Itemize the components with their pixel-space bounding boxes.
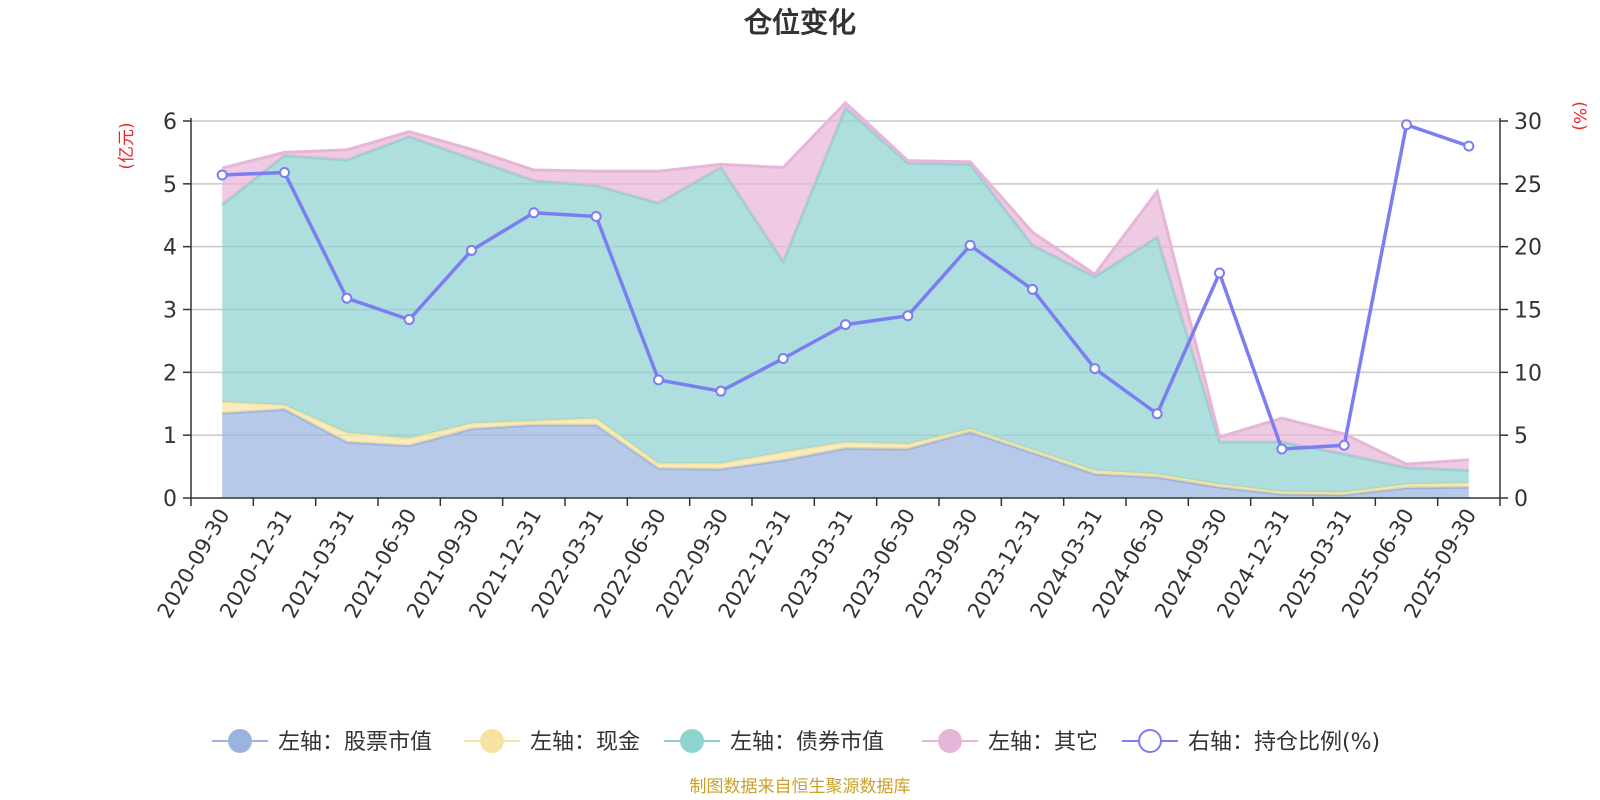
right-axis-tick-label: 15 <box>1514 299 1542 324</box>
right-axis-tick-label: 0 <box>1514 487 1528 512</box>
legend-label: 左轴：现金 <box>530 730 640 755</box>
left-axis-tick-label: 6 <box>163 110 177 135</box>
left-axis-tick-label: 2 <box>163 361 177 386</box>
legend-marker-icon <box>938 729 962 753</box>
ratio-point <box>403 314 415 326</box>
ratio-point <box>341 292 353 304</box>
left-axis-unit: (亿元) <box>117 122 137 169</box>
ratio-point <box>528 207 540 219</box>
area-左轴：现金 <box>222 401 1469 495</box>
legend-item: 左轴：债券市值 <box>664 729 884 755</box>
ratio-point <box>1151 408 1163 420</box>
ratio-point <box>1027 283 1038 295</box>
legend-label: 左轴：债券市值 <box>730 730 884 755</box>
ratio-point <box>1089 363 1101 375</box>
legend-item: 右轴：持仓比例(%) <box>1122 729 1380 755</box>
ratio-point <box>653 374 664 386</box>
left-axis-tick-label: 1 <box>163 424 177 449</box>
legend-item: 左轴：其它 <box>922 729 1098 755</box>
area-左轴：股票市值 <box>222 409 1469 498</box>
ratio-point <box>1214 267 1225 279</box>
legend-marker-icon <box>228 729 252 753</box>
area-edge-左轴：其它 <box>221 100 1469 466</box>
right-axis-unit: (%) <box>1569 101 1589 130</box>
chart-title: 仓位变化 <box>744 6 856 39</box>
ratio-point <box>279 167 290 179</box>
legend-item: 左轴：现金 <box>464 729 640 755</box>
ratio-point <box>1276 443 1288 455</box>
ratio-point <box>590 211 602 223</box>
area-左轴：债券市值 <box>222 107 1469 493</box>
legend-marker-icon <box>1138 729 1162 753</box>
ratio-point <box>216 169 228 181</box>
legend-label: 左轴：股票市值 <box>278 730 432 755</box>
ratio-point <box>1463 140 1475 152</box>
ratio-point <box>902 310 914 322</box>
left-axis-tick-label: 4 <box>163 236 177 261</box>
stacked-areas <box>221 100 1469 498</box>
ratio-point <box>777 353 789 365</box>
ratio-point <box>466 244 477 256</box>
left-axis-tick-label: 5 <box>163 173 177 198</box>
left-axis-tick-label: 0 <box>163 487 177 512</box>
legend-label: 右轴：持仓比例(%) <box>1188 730 1380 755</box>
data-source-note: 制图数据来自恒生聚源数据库 <box>690 777 911 797</box>
ratio-point <box>1401 119 1412 131</box>
ratio-point <box>715 385 727 397</box>
right-axis-tick-label: 5 <box>1514 424 1528 449</box>
legend: 左轴：股票市值 左轴：现金 左轴：债券市值 左轴：其它 右轴：持仓比例(%) <box>212 729 1380 755</box>
ratio-point <box>964 239 976 251</box>
ratio-line <box>216 119 1475 455</box>
right-axis-tick-label: 30 <box>1514 110 1542 135</box>
legend-marker-icon <box>480 729 504 753</box>
legend-marker-icon <box>680 729 704 753</box>
legend-item: 左轴：股票市值 <box>212 729 432 755</box>
ratio-point <box>840 319 851 331</box>
right-axis-tick-label: 20 <box>1514 236 1542 261</box>
ratio-point <box>1338 439 1350 451</box>
left-axis-tick-label: 3 <box>163 299 177 324</box>
right-axis-tick-label: 10 <box>1514 361 1542 386</box>
legend-label: 左轴：其它 <box>988 730 1098 755</box>
right-axis-tick-label: 25 <box>1514 173 1542 198</box>
